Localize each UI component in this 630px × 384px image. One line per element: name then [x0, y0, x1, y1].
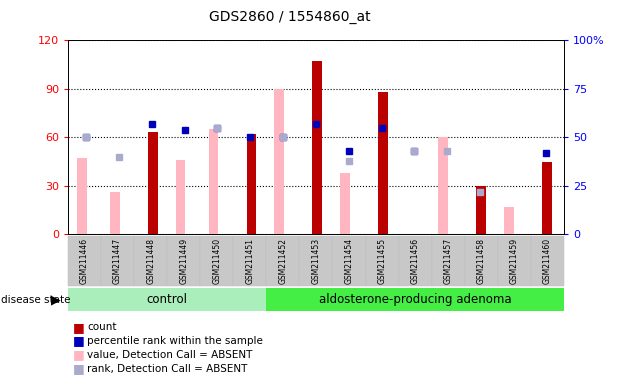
Bar	[378, 92, 387, 234]
Bar	[476, 186, 486, 234]
Text: control: control	[147, 293, 188, 306]
Text: ■: ■	[72, 334, 84, 348]
Text: GSM211446: GSM211446	[80, 238, 89, 284]
Text: disease state: disease state	[1, 295, 70, 305]
Text: GSM211459: GSM211459	[510, 238, 518, 284]
Bar	[542, 162, 552, 234]
Bar	[312, 61, 322, 234]
Text: ■: ■	[72, 321, 84, 334]
Text: GSM211448: GSM211448	[146, 238, 155, 284]
Text: value, Detection Call = ABSENT: value, Detection Call = ABSENT	[87, 350, 252, 360]
Text: GSM211455: GSM211455	[377, 238, 387, 284]
Text: GSM211450: GSM211450	[212, 238, 221, 284]
Bar	[209, 129, 219, 234]
Bar	[274, 89, 284, 234]
Text: GSM211458: GSM211458	[477, 238, 486, 284]
Text: GDS2860 / 1554860_at: GDS2860 / 1554860_at	[209, 10, 370, 23]
Bar	[77, 158, 87, 234]
Text: GSM211453: GSM211453	[311, 238, 321, 284]
Bar	[246, 134, 256, 234]
Text: GSM211460: GSM211460	[543, 238, 552, 284]
Text: percentile rank within the sample: percentile rank within the sample	[87, 336, 263, 346]
Text: GSM211447: GSM211447	[113, 238, 122, 284]
Text: GSM211456: GSM211456	[411, 238, 420, 284]
Bar	[438, 137, 448, 234]
Text: GSM211449: GSM211449	[179, 238, 188, 284]
Text: aldosterone-producing adenoma: aldosterone-producing adenoma	[319, 293, 512, 306]
Text: ■: ■	[72, 348, 84, 361]
Bar	[340, 173, 350, 234]
Text: GSM211457: GSM211457	[444, 238, 453, 284]
Bar	[110, 192, 120, 234]
Bar	[176, 160, 185, 234]
Text: GSM211454: GSM211454	[345, 238, 353, 284]
Text: GSM211451: GSM211451	[245, 238, 255, 284]
Text: count: count	[87, 322, 117, 332]
Bar	[148, 132, 158, 234]
Bar	[504, 207, 514, 234]
Text: GSM211452: GSM211452	[278, 238, 287, 284]
Text: ■: ■	[72, 362, 84, 375]
Text: ▶: ▶	[50, 293, 60, 306]
Text: rank, Detection Call = ABSENT: rank, Detection Call = ABSENT	[87, 364, 248, 374]
